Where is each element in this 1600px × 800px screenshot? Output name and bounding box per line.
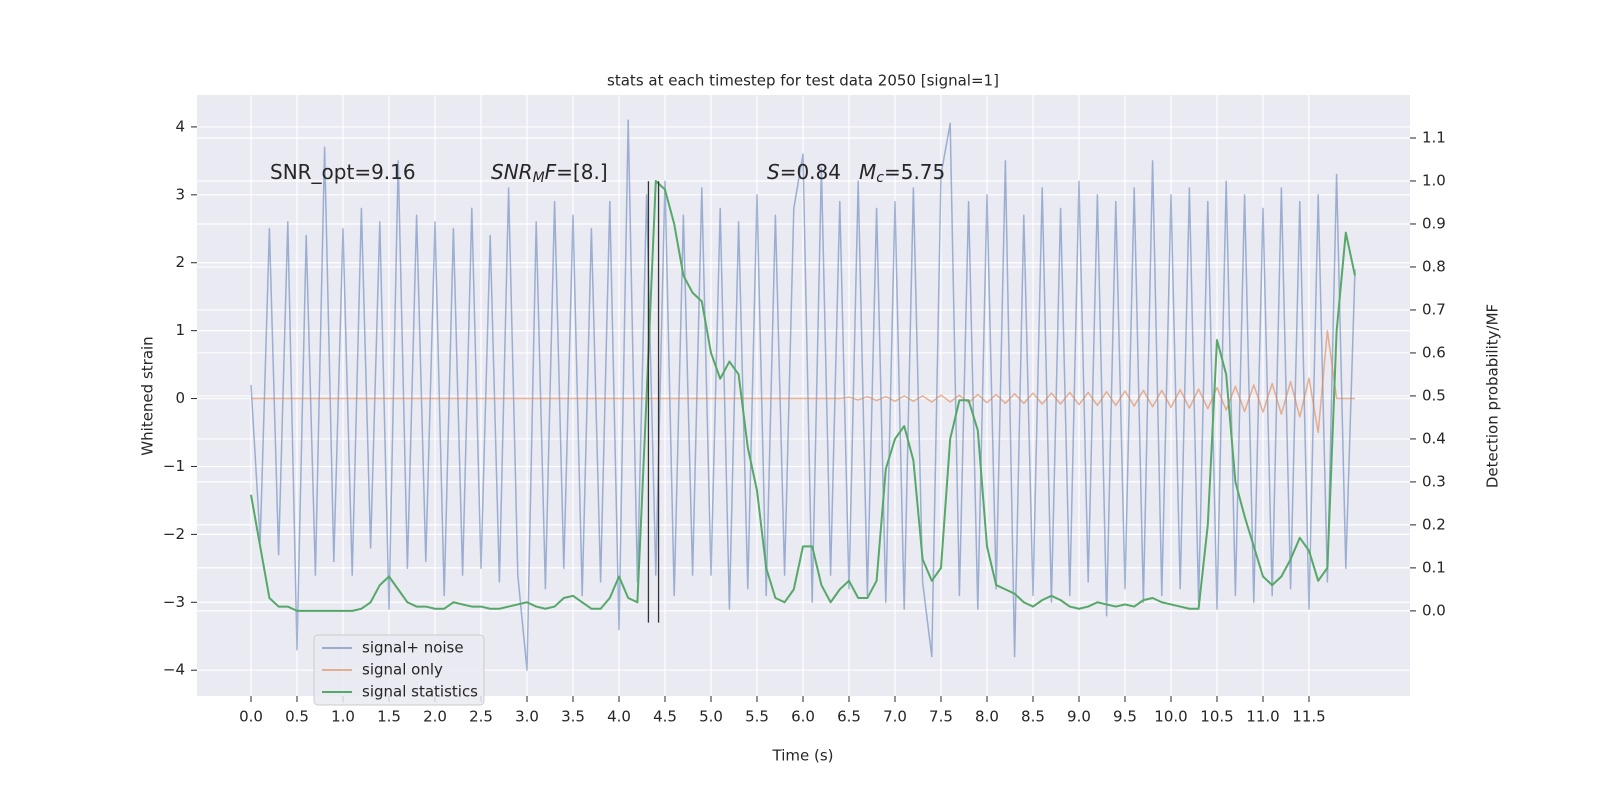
y2-tick-label: 1.0 [1422, 171, 1446, 189]
annotation: SNR_opt=9.16 [270, 160, 416, 184]
x-tick-label: 1.5 [377, 708, 401, 726]
x-tick-label: 11.0 [1246, 708, 1279, 726]
annotation-part: =[8.] [556, 160, 607, 184]
legend-label: signal statistics [362, 683, 478, 701]
y2-tick-label: 0.8 [1422, 257, 1446, 275]
y2-tick-label: 0.2 [1422, 515, 1446, 533]
y2-tick-label: 0.6 [1422, 343, 1446, 361]
x-tick-label: 9.0 [1067, 708, 1091, 726]
x-tick-label: 0.0 [239, 708, 263, 726]
y2-tick-label: 0.9 [1422, 214, 1446, 232]
annotation: Mc=5.75 [859, 160, 945, 187]
y2-tick-label: 0.4 [1422, 429, 1446, 447]
x-tick-label: 9.5 [1113, 708, 1137, 726]
y-tick-label: −3 [163, 593, 185, 611]
x-tick-label: 2.5 [469, 708, 493, 726]
annotation: SNRMF=[8.] [491, 160, 608, 187]
x-tick-label: 7.0 [883, 708, 907, 726]
x-tick-label: 7.5 [929, 708, 953, 726]
x-tick-label: 0.5 [285, 708, 309, 726]
x-tick-label: 11.5 [1292, 708, 1325, 726]
legend-box [313, 634, 485, 706]
x-tick-label: 3.5 [561, 708, 585, 726]
y-tick-label: 2 [175, 253, 185, 271]
x-tick-label: 4.0 [607, 708, 631, 726]
legend-label: signal only [362, 661, 443, 679]
annotation-part: SNR_opt=9.16 [270, 160, 416, 184]
series-line [250, 179, 1356, 612]
overlay: SNR_opt=9.16 SNRMF=[8.] S=0.84 Mc=5.75signa… [270, 160, 945, 706]
y2-tick-label: 1.1 [1422, 128, 1446, 146]
x-tick-label: 1.0 [331, 708, 355, 726]
y2-tick-label: 0.3 [1422, 472, 1446, 490]
annotation-part: =5.75 [884, 160, 945, 184]
x-tick-label: 5.0 [699, 708, 723, 726]
annotation: S=0.84 [767, 160, 841, 184]
annotation-part: SNR [491, 160, 533, 184]
x-tick-label: 5.5 [745, 708, 769, 726]
annotation-part: =0.84 [780, 160, 841, 184]
y-tick-label: −1 [163, 457, 185, 475]
y2-tick-label: 0.5 [1422, 386, 1446, 404]
x-tick-label: 6.5 [837, 708, 861, 726]
annotation-part: M [859, 160, 876, 184]
y2-tick-label: 0.1 [1422, 558, 1446, 576]
annotation-part: F [545, 160, 557, 184]
annotation-part: S [767, 160, 780, 184]
y2-axis-label: Detection probability/MF [1484, 304, 1502, 488]
series-line [250, 119, 1356, 671]
y-tick-label: 3 [175, 185, 185, 203]
x-tick-label: 10.0 [1154, 708, 1187, 726]
x-tick-label: 10.5 [1200, 708, 1233, 726]
legend-label: signal+ noise [362, 639, 464, 657]
y-tick-label: 4 [175, 117, 185, 135]
y-tick-label: 1 [175, 321, 185, 339]
grid: 0.0 0.5 1.0 1.5 2.0 2.5 3.0 3.5 4.0 4.5 5.0 5.5 6.0 6… [163, 95, 1446, 726]
series-line [251, 329, 1355, 434]
marks [250, 119, 1356, 671]
y-tick-label: −2 [163, 525, 185, 543]
y-tick-label: −4 [163, 661, 185, 679]
y2-tick-label: 0.7 [1422, 300, 1446, 318]
y-tick-label: 0 [175, 389, 185, 407]
y2-tick-label: 0.0 [1422, 601, 1446, 619]
x-tick-label: 3.0 [515, 708, 539, 726]
x-axis-label: Time (s) [772, 747, 834, 765]
annotation-part: M [533, 170, 545, 186]
x-tick-label: 2.0 [423, 708, 447, 726]
x-tick-label: 8.5 [1021, 708, 1045, 726]
annotation-part: c [876, 170, 884, 186]
y-axis-label: Whitened strain [139, 336, 157, 455]
chart-title: stats at each timestep for test data 205… [607, 72, 999, 90]
x-tick-label: 8.0 [975, 708, 999, 726]
x-tick-label: 4.5 [653, 708, 677, 726]
x-tick-label: 6.0 [791, 708, 815, 726]
